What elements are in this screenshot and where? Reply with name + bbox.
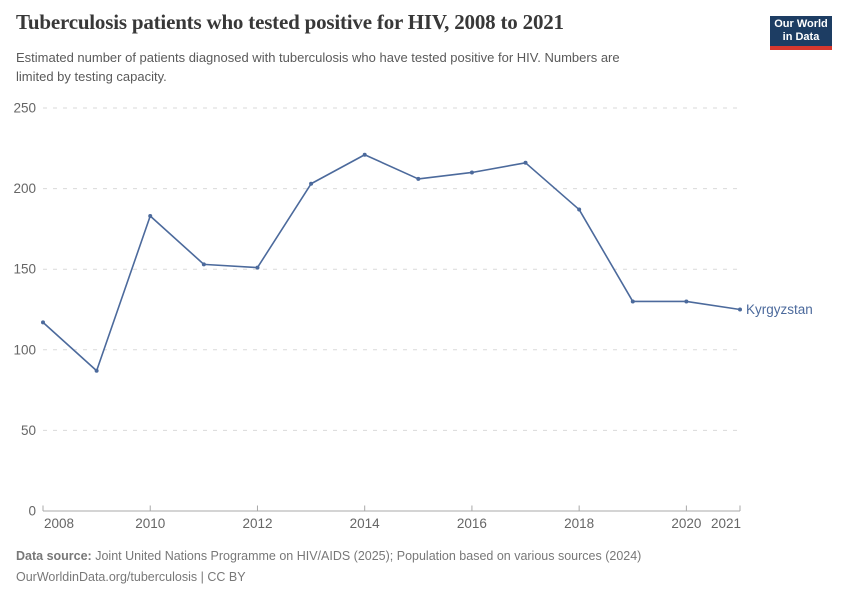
x-tick-label-2010: 2010 [135,516,165,531]
data-point-2009[interactable] [94,368,99,373]
data-point-2019[interactable] [630,299,635,304]
series-line-kyrgyzstan[interactable] [42,153,741,372]
data-point-2017[interactable] [523,160,528,165]
credit-line: OurWorldinData.org/tuberculosis | CC BY [16,567,641,588]
y-tick-label-250: 250 [13,101,36,116]
data-source-label: Data source: [16,549,92,563]
x-tick-label-2021: 2021 [711,516,741,531]
entity-label[interactable]: Kyrgyzstan [746,302,813,317]
data-source-text: Joint United Nations Programme on HIV/AI… [95,549,642,563]
chart-footer: Data source: Joint United Nations Progra… [16,546,641,588]
y-tick-label-100: 100 [13,342,36,357]
data-point-2018[interactable] [577,207,582,212]
x-tick-label-2014: 2014 [350,516,381,531]
owid-url-link[interactable]: OurWorldinData.org/tuberculosis [16,570,198,584]
data-point-2008[interactable] [41,320,45,325]
data-source-line: Data source: Joint United Nations Progra… [16,546,641,567]
owid-logo-line2: in Data [782,31,820,43]
chart-subtitle-line2: limited by testing capacity. [16,69,167,84]
data-point-2014[interactable] [362,152,367,157]
x-tick-label-2018: 2018 [564,516,594,531]
data-point-2012[interactable] [255,265,260,270]
data-point-2021[interactable] [738,307,742,312]
y-tick-label-50: 50 [21,423,36,438]
data-point-2015[interactable] [416,176,421,181]
x-tick-label-2008: 2008 [44,516,74,531]
license-link[interactable]: CC BY [207,570,246,584]
owid-logo: Our World in Data [770,16,832,50]
data-point-2020[interactable] [684,299,689,304]
data-point-2010[interactable] [148,214,153,219]
x-tick-label-2012: 2012 [242,516,272,531]
owid-logo-line1: Our World [774,18,828,30]
data-point-2011[interactable] [201,262,206,267]
page-title: Tuberculosis patients who tested positiv… [16,10,564,34]
credit-separator: | [200,570,204,584]
data-point-2013[interactable] [309,181,314,186]
y-tick-label-0: 0 [28,504,36,519]
data-point-2016[interactable] [469,170,474,175]
y-tick-label-150: 150 [13,262,36,277]
x-tick-label-2020: 2020 [671,516,701,531]
x-tick-label-2016: 2016 [457,516,487,531]
y-tick-label-200: 200 [13,181,36,196]
chart-subtitle: Estimated number of patients diagnosed w… [16,48,620,86]
chart-subtitle-line1: Estimated number of patients diagnosed w… [16,50,620,65]
